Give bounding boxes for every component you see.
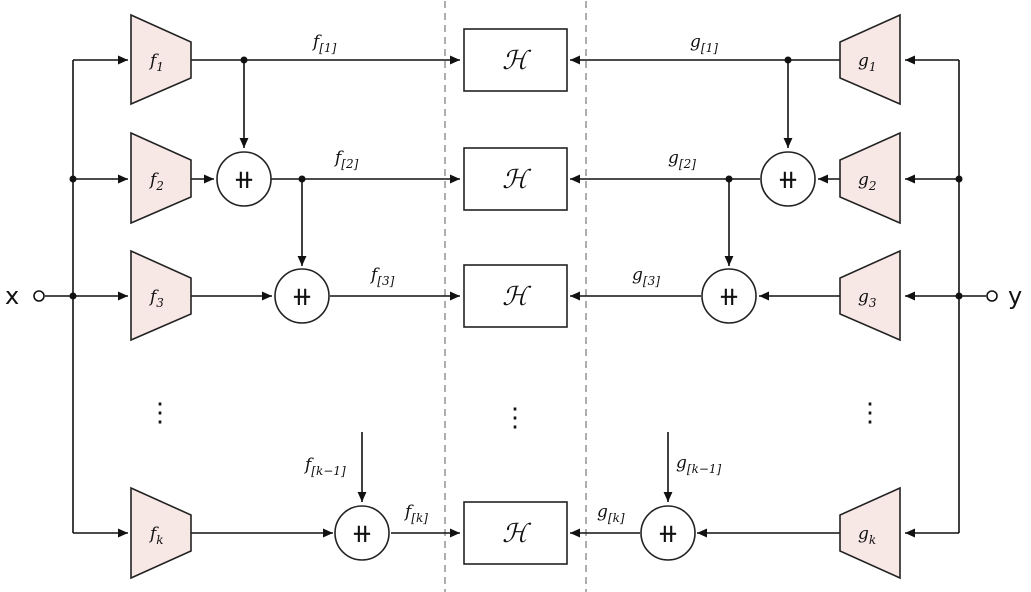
input-label: x bbox=[5, 282, 19, 310]
incoming-label-fk-1: f[k−1] bbox=[303, 455, 346, 478]
svg-text:g3: g3 bbox=[858, 287, 877, 310]
ellipsis-left: ⋮ bbox=[147, 398, 173, 428]
feature-label-fk: f[k] bbox=[403, 502, 428, 525]
ellipses: ⋮ ⋮ ⋮ bbox=[147, 398, 883, 433]
operator-box-2: ℋ bbox=[463, 147, 568, 211]
svg-text:⧺: ⧺ bbox=[351, 519, 373, 549]
svg-text:ℋ: ℋ bbox=[502, 165, 532, 195]
svg-text:f2: f2 bbox=[148, 170, 164, 193]
feature-label-g1: g[1] bbox=[690, 32, 718, 55]
right-wires bbox=[570, 55, 986, 538]
svg-text:fk: fk bbox=[148, 524, 164, 547]
feature-label-f3: f[3] bbox=[369, 265, 395, 288]
concat-node-right-2: ⧺ bbox=[760, 151, 816, 207]
right-concat-nodes: ⧺ ⧺ ⧺ bbox=[640, 151, 816, 561]
encoder-fk: fk bbox=[130, 486, 192, 580]
svg-text:g1: g1 bbox=[858, 51, 877, 74]
feature-label-g3: g[3] bbox=[632, 265, 660, 288]
left-wires bbox=[45, 55, 460, 538]
svg-text:f1: f1 bbox=[148, 51, 164, 74]
operator-box-1: ℋ bbox=[463, 28, 568, 92]
feature-label-g2: g[2] bbox=[668, 148, 696, 171]
svg-text:⧺: ⧺ bbox=[657, 519, 679, 549]
svg-text:⧺: ⧺ bbox=[233, 165, 255, 195]
operator-boxes: ℋ ℋ ℋ ℋ bbox=[463, 28, 568, 565]
left-feature-labels: f[1] f[2] f[3] f[k] f[k−1] bbox=[303, 32, 428, 525]
encoder-f3: f3 bbox=[130, 249, 192, 342]
operator-box-3: ℋ bbox=[463, 264, 568, 328]
feature-label-gk: g[k] bbox=[597, 502, 625, 525]
output-terminal: y bbox=[986, 282, 1022, 310]
encoder-f1: f1 bbox=[130, 13, 192, 106]
svg-text:⧺: ⧺ bbox=[777, 165, 799, 195]
svg-text:ℋ: ℋ bbox=[502, 519, 532, 549]
svg-text:⧺: ⧺ bbox=[291, 282, 313, 312]
incoming-label-gk-1: g[k−1] bbox=[676, 453, 722, 476]
svg-text:⧺: ⧺ bbox=[718, 282, 740, 312]
encoder-gk: gk bbox=[839, 486, 901, 580]
concat-node-left-2: ⧺ bbox=[216, 151, 272, 207]
operator-box-k: ℋ bbox=[463, 501, 568, 565]
concat-node-right-3: ⧺ bbox=[701, 268, 757, 324]
right-feature-labels: g[1] g[2] g[3] g[k] g[k−1] bbox=[597, 32, 722, 525]
left-encoders: f1 f2 f3 fk bbox=[130, 13, 192, 580]
left-concat-nodes: ⧺ ⧺ ⧺ bbox=[216, 151, 390, 561]
encoder-g1: g1 bbox=[839, 13, 901, 106]
svg-text:ℋ: ℋ bbox=[502, 46, 532, 76]
encoder-g2: g2 bbox=[839, 131, 901, 225]
concat-node-left-3: ⧺ bbox=[274, 268, 330, 324]
feature-label-f1: f[1] bbox=[311, 32, 337, 55]
encoder-g3: g3 bbox=[839, 249, 901, 342]
junction-dots bbox=[69, 56, 963, 300]
ellipsis-right: ⋮ bbox=[857, 398, 883, 428]
svg-text:g2: g2 bbox=[858, 170, 877, 193]
input-terminal: x bbox=[5, 282, 45, 310]
concat-node-left-k: ⧺ bbox=[334, 505, 390, 561]
feature-label-f2: f[2] bbox=[333, 148, 359, 171]
output-label: y bbox=[1008, 282, 1022, 310]
svg-text:ℋ: ℋ bbox=[502, 282, 532, 312]
svg-text:f3: f3 bbox=[148, 287, 164, 310]
concat-node-right-k: ⧺ bbox=[640, 505, 696, 561]
ellipsis-center: ⋮ bbox=[502, 403, 528, 433]
right-encoders: g1 g2 g3 gk bbox=[839, 13, 901, 580]
encoder-f2: f2 bbox=[130, 131, 192, 225]
svg-text:gk: gk bbox=[858, 524, 876, 547]
